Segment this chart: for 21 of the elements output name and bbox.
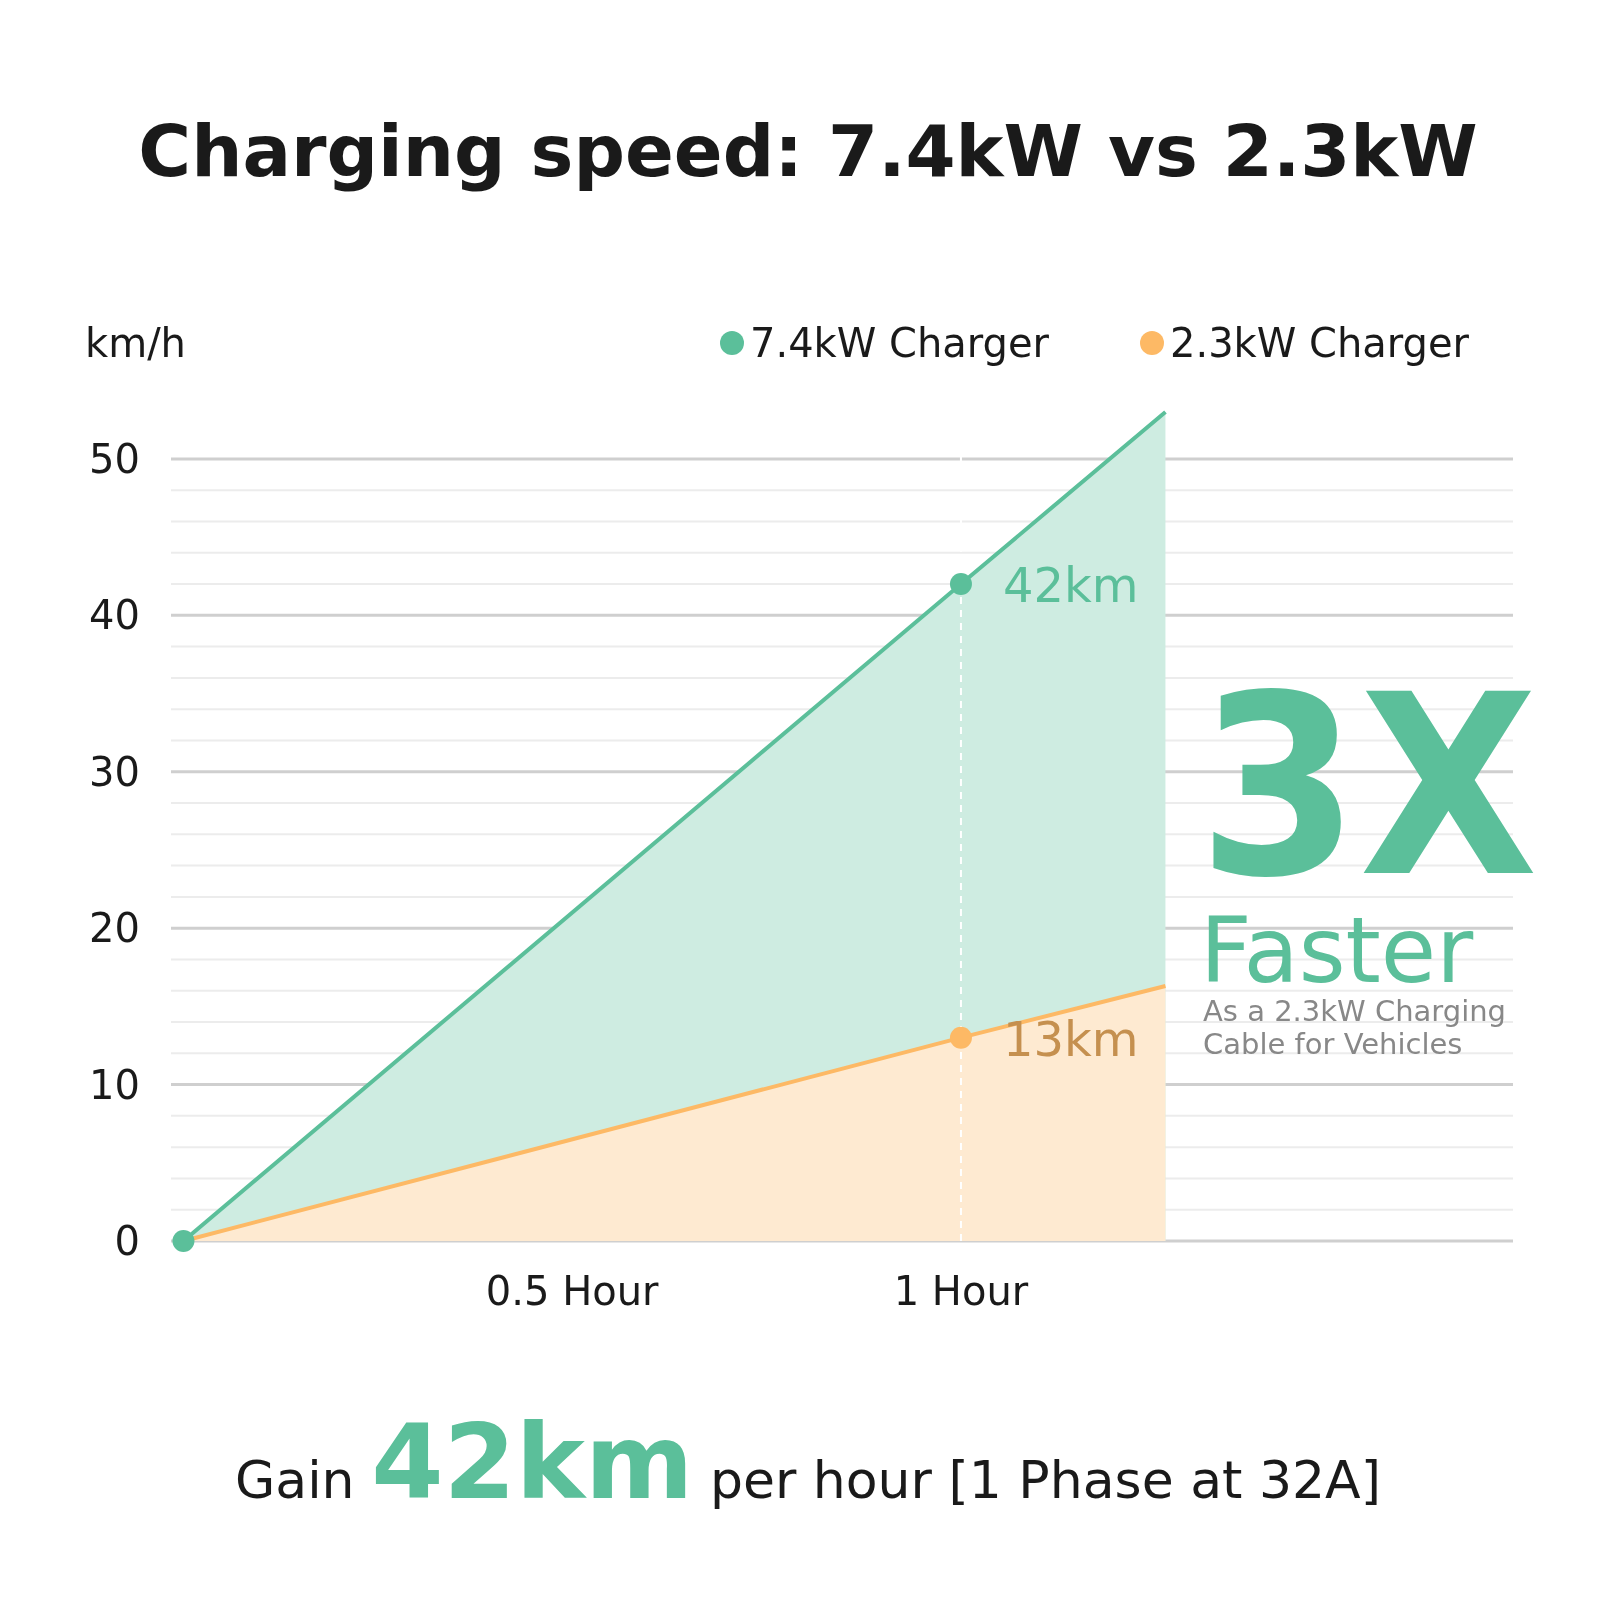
- annotation: As a 2.3kW Charging Cable for Vehicles: [1203, 994, 1507, 1061]
- annotation: 13km: [1002, 1010, 1139, 1067]
- point: [949, 1026, 972, 1049]
- chart-title: Charging speed: 7.4kW vs 2.3kW: [138, 109, 1478, 193]
- text: per hour [1 Phase at 32A]: [693, 1450, 1381, 1510]
- y-tick-label: 50: [89, 435, 140, 482]
- y-tick-label: 40: [89, 592, 140, 639]
- y-tick-label: 30: [89, 748, 140, 795]
- y-axis-title: km/h: [85, 320, 186, 366]
- x-tick-label: 0.5 Hour: [485, 1268, 660, 1314]
- x-tick-label: 1 Hour: [893, 1268, 1029, 1314]
- y-tick-label: 20: [89, 905, 140, 952]
- y-tick-label: 10: [89, 1061, 140, 1108]
- legend-label: 7.4kW Charger: [750, 320, 1050, 366]
- annotation: 42km: [1002, 557, 1139, 614]
- point: [949, 573, 972, 596]
- y-tick-label: 0: [114, 1218, 140, 1264]
- text: 42km: [371, 1401, 694, 1523]
- legend-label: 2.3kW Charger: [1170, 320, 1470, 366]
- point: [172, 1230, 195, 1252]
- text: Gain: [235, 1450, 372, 1510]
